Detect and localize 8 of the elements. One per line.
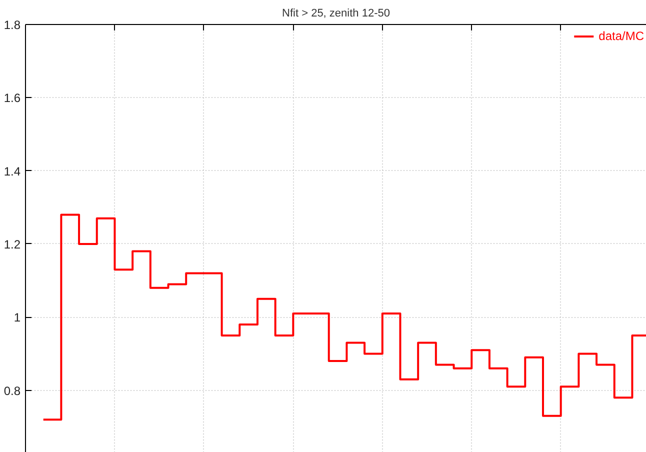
y-tick-label: 1.8 (4, 18, 21, 32)
y-tick-label: 1 (14, 310, 21, 325)
y-tick-label: 0.8 (4, 384, 21, 398)
y-tick-label: 1.4 (4, 164, 21, 178)
legend-label: data/MC (598, 29, 644, 43)
y-tick-label: 1.6 (4, 91, 21, 106)
chart-title: Nfit > 25, zenith 12-50 (282, 8, 390, 20)
y-tick-label: 1.2 (4, 237, 21, 252)
